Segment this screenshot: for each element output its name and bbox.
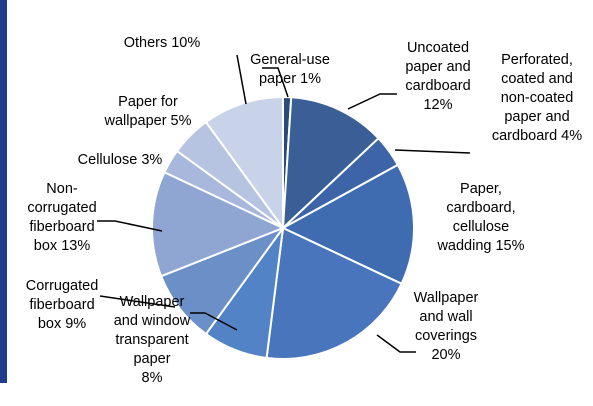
slice-label-line: corrugated — [27, 200, 96, 216]
slice-label-line: 12% — [423, 97, 452, 113]
pie-slice-3 — [280, 163, 415, 286]
slice-label-line: Uncoated — [407, 40, 469, 56]
leader-line-1 — [347, 93, 397, 110]
slice-label-1: Uncoated paper and cardboard 12% — [405, 40, 470, 113]
slice-label-line: wallpaper 5% — [103, 113, 191, 129]
slice-label-7: Non-corrugated fiberboard box 13% — [27, 181, 96, 254]
slice-label-line: cardboard, — [446, 200, 515, 216]
slice-label-line: Non- — [46, 181, 78, 197]
slice-label-line: Cellulose 3% — [78, 152, 163, 168]
leader-line-5 — [190, 312, 238, 331]
slice-label-8: Cellulose 3% — [78, 152, 163, 168]
slice-label-line: and wall — [419, 309, 472, 325]
slice-label-line: cardboard — [405, 78, 470, 94]
slice-label-line: cardboard 4% — [492, 128, 582, 144]
leader-line-0 — [262, 67, 289, 98]
slice-label-line: box 9% — [38, 316, 86, 332]
slice-label-9: Paper for wallpaper 5% — [103, 94, 191, 129]
slice-label-line: Wallpaper — [414, 290, 479, 306]
leader-line-7 — [97, 220, 163, 232]
leader-line-10 — [236, 54, 247, 105]
slice-label-line: coverings — [415, 328, 477, 344]
slice-label-5: Wallpaper and window transparent paper 8% — [114, 294, 191, 386]
slice-label-line: wadding 15% — [436, 238, 524, 254]
pie-slice-10 — [204, 95, 284, 232]
slice-label-line: fiberboard — [29, 297, 94, 313]
slice-label-line: transparent — [115, 332, 188, 348]
slice-label-line: coated and — [501, 71, 573, 87]
pie-slice-1 — [281, 96, 380, 231]
slice-label-line: Corrugated — [26, 278, 99, 294]
slice-label-line: paper and — [504, 109, 569, 125]
leader-line-4 — [376, 334, 416, 353]
slice-label-line: Paper, — [460, 181, 502, 197]
slice-label-line: Others 10% — [124, 35, 201, 51]
slice-label-line: 20% — [431, 347, 460, 363]
slice-label-6: Corrugated fiberboard box 9% — [26, 278, 99, 332]
slice-label-10: Others 10% — [124, 35, 201, 51]
slice-label-line: Perforated, — [501, 52, 573, 68]
slice-label-4: Wallpaper and wall coverings 20% — [414, 290, 479, 363]
left-accent-bar — [0, 0, 7, 383]
slice-label-line: box 13% — [34, 238, 91, 254]
slice-label-line: paper 1% — [259, 71, 321, 87]
pie-slice-4 — [265, 226, 403, 360]
slice-label-line: 8% — [142, 370, 163, 386]
slice-label-3: Paper, cardboard, cellulose wadding 15% — [436, 181, 524, 254]
slice-label-line: and window — [114, 313, 191, 329]
slice-label-line: General-use — [250, 52, 330, 68]
slice-label-line: fiberboard — [29, 219, 94, 235]
leader-line-2 — [394, 149, 471, 154]
slice-label-line: paper and — [405, 59, 470, 75]
leader-line-6 — [99, 295, 176, 308]
slice-label-0: General-use paper 1% — [250, 52, 330, 87]
slice-label-line: paper — [133, 351, 170, 367]
slice-label-line: non-coated — [501, 90, 574, 106]
slice-label-line: cellulose — [453, 219, 509, 235]
slice-label-line: Paper for — [118, 94, 178, 110]
slice-label-2: Perforated, coated and non-coated paper and… — [492, 52, 582, 144]
slice-label-line: Wallpaper — [120, 294, 185, 310]
pie-slice-7 — [151, 170, 286, 278]
